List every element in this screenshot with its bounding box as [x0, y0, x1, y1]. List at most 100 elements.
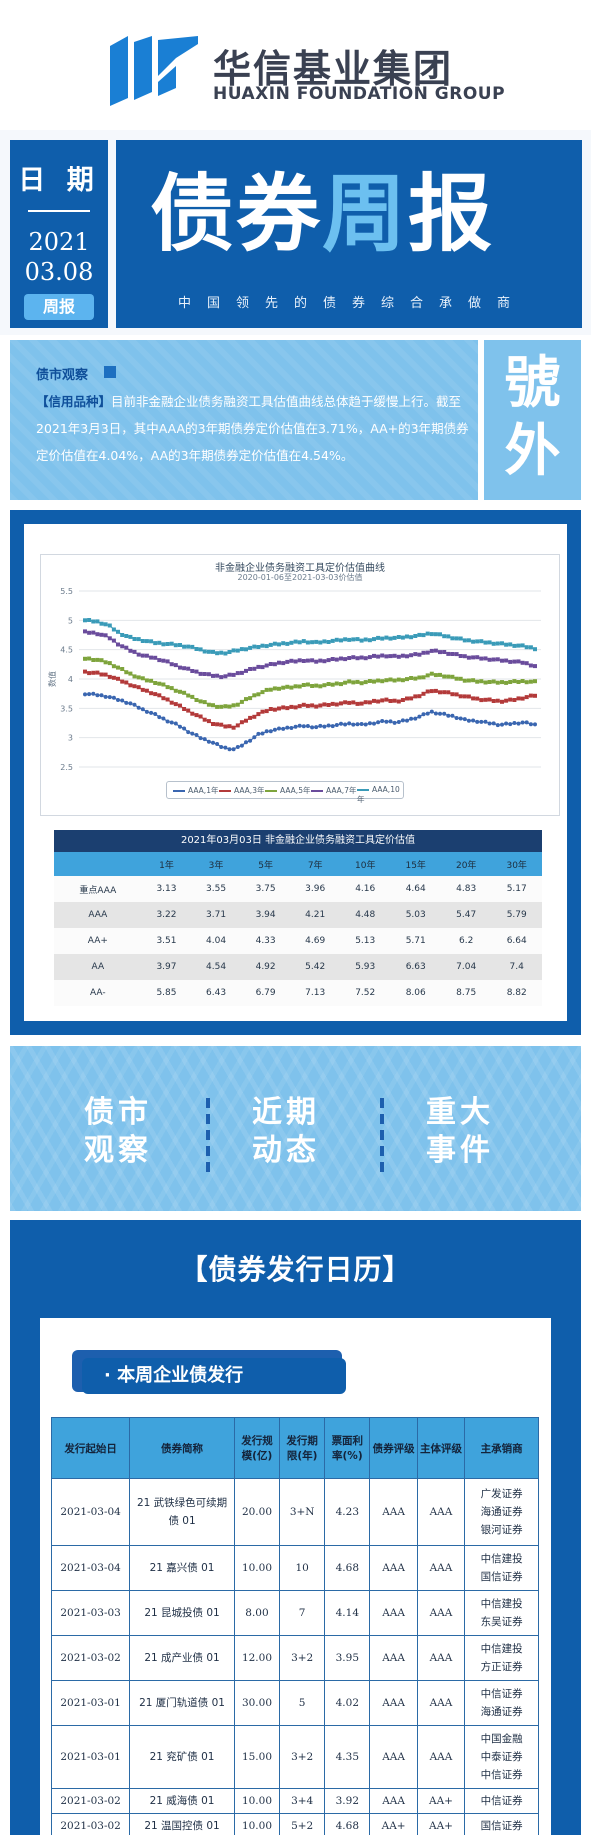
data-point — [392, 678, 397, 683]
y-tick-label: 4.5 — [60, 646, 73, 655]
valuation-table: 1年 3年 5年 7年 10年 15年 20年 30年 重点AAA 3.13 3.55 3.75 3.… — [54, 852, 542, 1006]
data-point — [508, 722, 513, 727]
data-point — [182, 707, 187, 711]
data-point — [367, 700, 372, 705]
data-point — [343, 657, 348, 662]
data-point — [231, 747, 236, 752]
data-point — [516, 680, 521, 684]
data-point — [504, 658, 509, 663]
data-point — [343, 680, 348, 685]
data-point — [301, 724, 306, 729]
data-point — [120, 698, 125, 703]
data-point — [516, 659, 521, 664]
data-point — [111, 675, 116, 680]
bond-rating-cell: AAA — [369, 1590, 418, 1636]
valuation-cell: 3.13 — [141, 876, 192, 902]
data-point — [219, 722, 224, 727]
company-name-cn: 华信基业集团 — [213, 47, 454, 91]
banner-divider — [206, 1098, 210, 1174]
data-point — [471, 655, 476, 660]
data-point — [202, 700, 207, 705]
data-point — [326, 682, 331, 686]
data-point — [409, 716, 414, 721]
data-point — [99, 672, 104, 677]
data-point — [103, 660, 108, 665]
data-point — [173, 663, 178, 668]
data-point — [314, 639, 319, 644]
term-cell: 5 — [279, 1680, 326, 1726]
banner-item-market-observation[interactable]: 债市 观察 — [48, 1094, 188, 1170]
data-point — [466, 655, 471, 660]
data-point — [396, 635, 401, 639]
data-point — [425, 673, 430, 678]
data-point — [363, 637, 368, 642]
data-point — [186, 666, 191, 671]
data-point — [512, 698, 517, 702]
data-point — [392, 720, 397, 725]
data-point — [186, 708, 191, 713]
data-point — [450, 636, 455, 641]
issue-date-cell: 2021-03-01 — [50, 1725, 131, 1789]
data-point — [310, 640, 315, 645]
issuance-col-header: 票面利率(%) — [324, 1417, 371, 1479]
data-point — [297, 684, 302, 689]
rating-label: 重点AAA — [54, 876, 142, 902]
banner-item-major-events[interactable]: 重大 事件 — [390, 1094, 530, 1170]
data-point — [248, 667, 253, 671]
data-point — [161, 696, 166, 701]
data-point — [376, 654, 381, 659]
data-point — [178, 643, 182, 647]
data-point — [396, 654, 401, 659]
data-point — [533, 664, 537, 669]
data-point — [144, 688, 149, 693]
data-point — [128, 701, 133, 706]
series-line — [84, 630, 536, 678]
data-point — [252, 644, 257, 649]
data-point — [277, 706, 281, 711]
data-point — [132, 684, 137, 689]
chart-legend: AAA,1年 AAA,3年 AAA,5年 AAA,7年 AAA,10年 — [166, 781, 404, 804]
data-point — [173, 688, 178, 693]
data-point — [330, 724, 335, 729]
data-point — [190, 669, 195, 673]
extra-issue-char-1: 號 — [504, 351, 561, 416]
underwriter-cell: 国信证券 — [464, 1813, 539, 1835]
company-name-en: HUAXIN FOUNDATION GROUP — [213, 84, 506, 104]
data-point — [376, 720, 381, 725]
data-point — [272, 707, 277, 712]
data-point — [450, 652, 455, 656]
data-point — [405, 654, 409, 659]
observation-tag: 【信用品种】 — [36, 394, 112, 409]
data-point — [103, 694, 108, 699]
data-point — [533, 722, 537, 727]
data-point — [268, 729, 273, 734]
data-point — [310, 684, 315, 688]
data-point — [182, 726, 187, 731]
data-point — [256, 692, 261, 697]
issuance-col-header: 发行期限(年) — [279, 1417, 326, 1479]
data-point — [458, 694, 463, 699]
data-point — [458, 676, 463, 681]
data-point — [347, 700, 352, 705]
data-point — [136, 637, 141, 642]
data-point — [425, 711, 430, 716]
data-point — [272, 662, 277, 667]
valuation-cell: 3.55 — [191, 876, 241, 902]
data-point — [301, 683, 306, 687]
issue-size-cell: 30.00 — [233, 1680, 281, 1726]
data-point — [314, 659, 319, 664]
valuation-cell: 3.94 — [240, 902, 291, 928]
extra-issue-badge: 號外 — [484, 340, 581, 500]
data-point — [458, 716, 463, 721]
data-point — [206, 719, 211, 724]
data-point — [198, 671, 203, 676]
data-point — [479, 698, 484, 703]
issuance-table-header: 发行起始日 债券简称 发行规模(亿) 发行期限(年) 票面利率(%) 债券评级 主体评级 主承… — [50, 1417, 539, 1479]
data-point — [318, 640, 323, 645]
data-point — [533, 679, 537, 684]
data-point — [380, 698, 385, 703]
banner-item-recent-news[interactable]: 近期 动态 — [216, 1094, 356, 1170]
data-point — [347, 637, 352, 642]
data-point — [186, 644, 191, 649]
data-point — [289, 704, 294, 709]
